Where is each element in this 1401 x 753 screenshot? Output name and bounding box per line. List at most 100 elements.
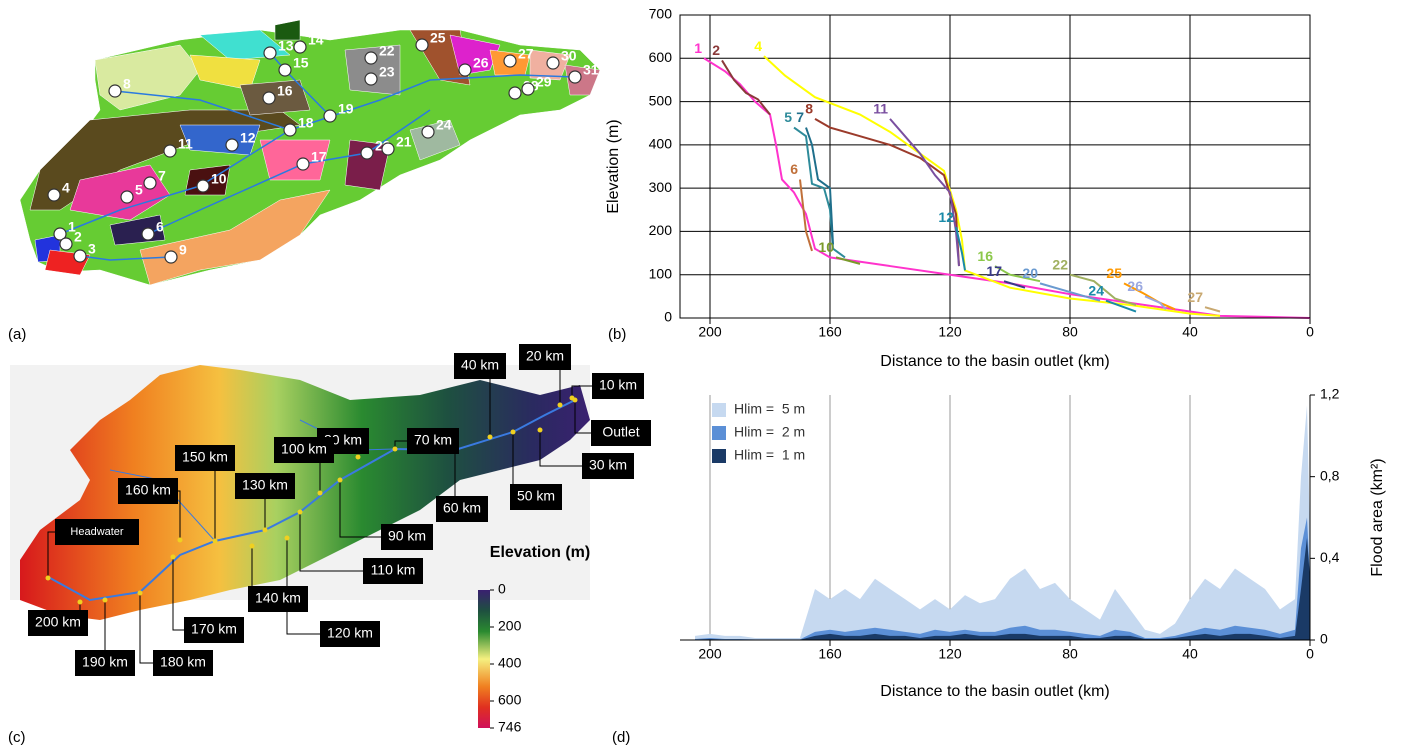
station-marker: [503, 54, 517, 68]
callout-label: 50 km: [517, 488, 555, 504]
station-marker: [164, 250, 178, 264]
callout-point: [487, 434, 493, 440]
station-label: 25: [430, 30, 446, 46]
x-tick-label: 200: [698, 646, 722, 662]
callout-box: [592, 373, 644, 399]
callout-point: [249, 543, 255, 549]
station-label: 7: [158, 168, 166, 184]
station-label: 17: [311, 149, 327, 165]
y-tick-label: 700: [649, 6, 673, 22]
callout-box: [363, 558, 423, 584]
legend-swatch: [712, 449, 726, 463]
stream-label: 20: [1022, 265, 1038, 281]
callout-point: [137, 590, 143, 596]
station-label: 2: [74, 229, 82, 245]
station-label: 22: [379, 43, 395, 59]
station-marker: [568, 70, 582, 84]
callout-box: [510, 484, 562, 510]
colorbar-tick-label: 600: [498, 692, 522, 708]
stream-label: 17: [986, 263, 1002, 279]
stream-label: 7: [796, 109, 804, 125]
station-marker: [53, 227, 67, 241]
y-tick-label: 0: [1320, 631, 1328, 647]
station-marker: [296, 157, 310, 171]
station-marker: [293, 40, 307, 54]
callout-point: [102, 597, 108, 603]
elevation-line: [814, 118, 960, 267]
sub-basin: [344, 44, 401, 96]
station-marker: [108, 84, 122, 98]
station-marker: [73, 249, 87, 263]
sub-basin: [344, 139, 391, 191]
stream-label: 5: [784, 109, 792, 125]
callout-label: 170 km: [191, 621, 237, 637]
legend-swatch: [712, 426, 726, 440]
panel-label: (b): [608, 326, 626, 343]
colorbar-tick-label: 200: [498, 618, 522, 634]
callout-point: [284, 535, 290, 541]
y-tick-label: 600: [649, 49, 673, 65]
y-tick-label: 300: [649, 179, 673, 195]
x-tick-label: 160: [818, 324, 842, 340]
callout-label: 180 km: [160, 654, 206, 670]
colorbar-tick-label: 746: [498, 719, 522, 735]
y-tick-label: 400: [649, 136, 673, 152]
x-tick-label: 200: [698, 324, 722, 340]
stream-label: 24: [1088, 282, 1104, 298]
stream-label: 2: [712, 42, 720, 58]
callout-box: [454, 353, 506, 379]
station-marker: [546, 56, 560, 70]
x-axis-title: Distance to the basin outlet (km): [880, 683, 1109, 700]
station-marker: [323, 109, 337, 123]
river: [79, 255, 172, 261]
x-axis-title: Distance to the basin outlet (km): [880, 353, 1109, 370]
station-marker: [360, 146, 374, 160]
station-marker: [278, 63, 292, 77]
stream-label: 4: [754, 38, 762, 54]
legend-label: Hlim = 1 m: [734, 447, 805, 463]
elevation-line: [1144, 295, 1167, 311]
colorbar: [478, 590, 490, 728]
x-tick-label: 40: [1182, 646, 1198, 662]
station-label: 29: [536, 74, 552, 90]
panel-label: (d): [612, 729, 630, 746]
station-label: 21: [396, 134, 412, 150]
legend-label: Hlim = 2 m: [734, 424, 805, 440]
stream-label: 11: [873, 101, 888, 117]
station-label: 30: [561, 48, 577, 64]
callout-point: [297, 509, 303, 515]
callout-box: [75, 650, 135, 676]
x-tick-label: 0: [1306, 324, 1314, 340]
callout-box: [235, 473, 295, 499]
station-label: 16: [277, 83, 293, 99]
y-axis-title: Flood area (km²): [1369, 458, 1386, 576]
station-marker: [364, 72, 378, 86]
callout-box: [153, 650, 213, 676]
elevation-line: [1105, 299, 1137, 313]
callout-box: [175, 445, 235, 471]
callout-label: 20 km: [526, 348, 564, 364]
elevation-line: [805, 127, 834, 245]
elevation-line: [1039, 282, 1101, 302]
station-marker: [262, 91, 276, 105]
callout-box: [436, 496, 488, 522]
station-marker: [120, 190, 134, 204]
sub-basin: [274, 19, 301, 41]
station-marker: [59, 237, 73, 251]
callout-box: [381, 524, 433, 550]
callout-point: [337, 477, 343, 483]
callout-label: 110 km: [371, 562, 416, 578]
x-tick-label: 120: [938, 646, 962, 662]
y-tick-label: 0,8: [1320, 467, 1340, 483]
callout-point: [262, 527, 268, 533]
y-tick-label: 500: [649, 92, 673, 108]
elevation-line: [1003, 280, 1026, 289]
x-tick-label: 120: [938, 324, 962, 340]
station-label: 31: [583, 62, 599, 78]
callout-label: 190 km: [82, 654, 128, 670]
station-marker: [381, 142, 395, 156]
stream-label: 12: [938, 209, 954, 225]
station-label: 18: [298, 115, 314, 131]
station-marker: [47, 188, 61, 202]
callout-point: [212, 538, 218, 544]
